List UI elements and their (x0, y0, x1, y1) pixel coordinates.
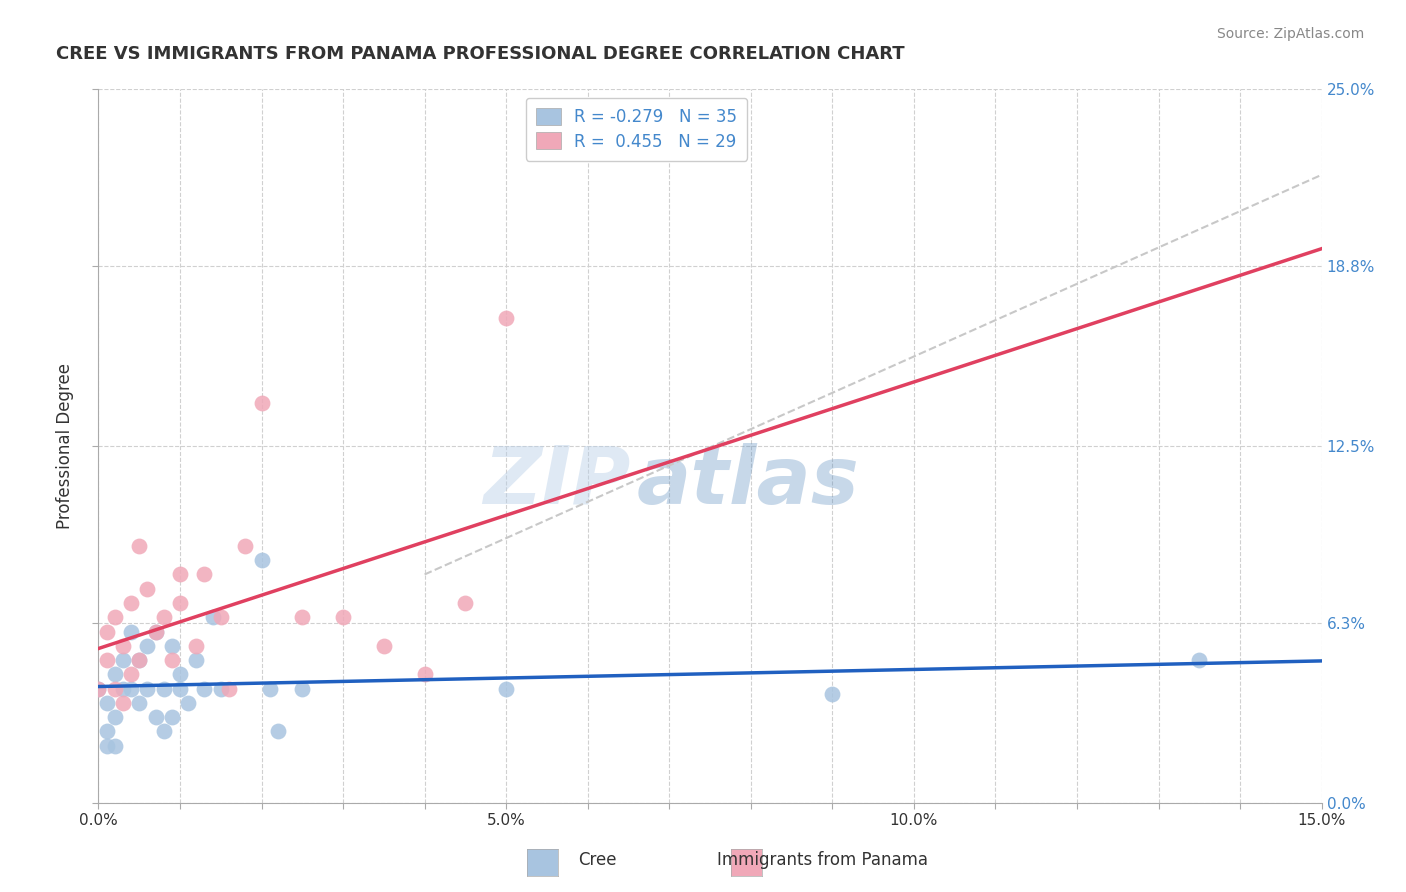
Point (96, 739, 118, 753)
Point (96, 724, 118, 739)
Point (177, 696, 200, 710)
Point (120, 667, 142, 681)
Point (111, 639, 134, 653)
Point (169, 567, 191, 582)
Point (186, 653, 208, 667)
Text: CREE VS IMMIGRANTS FROM PANAMA PROFESSIONAL DEGREE CORRELATION CHART: CREE VS IMMIGRANTS FROM PANAMA PROFESSIO… (56, 45, 905, 62)
Point (332, 610, 354, 624)
Point (145, 624, 167, 639)
Point (495, 681, 517, 696)
Text: Immigrants from Panama: Immigrants from Panama (717, 851, 928, 869)
Text: atlas: atlas (637, 442, 859, 521)
Point (111, 696, 134, 710)
Point (128, 653, 150, 667)
Point (169, 681, 191, 696)
Point (454, 596, 477, 610)
Point (104, 610, 127, 624)
Point (111, 681, 134, 696)
Point (152, 610, 174, 624)
Point (193, 681, 215, 696)
Point (193, 567, 215, 582)
Point (160, 639, 183, 653)
Point (267, 724, 290, 739)
Point (209, 610, 232, 624)
Point (259, 681, 281, 696)
Y-axis label: Professional Degree: Professional Degree (56, 363, 75, 529)
Point (120, 681, 142, 696)
Point (128, 539, 150, 553)
Point (87, 681, 110, 696)
Point (169, 596, 191, 610)
Legend: R = -0.279   N = 35, R =  0.455   N = 29: R = -0.279 N = 35, R = 0.455 N = 29 (526, 97, 748, 161)
Point (96, 653, 118, 667)
Point (87, 681, 110, 696)
Point (145, 710, 167, 724)
Point (169, 667, 191, 681)
Point (413, 667, 436, 681)
Point (136, 582, 159, 596)
Text: Cree: Cree (578, 851, 617, 869)
Point (128, 653, 150, 667)
Point (495, 310, 517, 325)
Point (152, 724, 174, 739)
Point (96, 696, 118, 710)
Point (136, 639, 159, 653)
Point (111, 653, 134, 667)
Text: Source: ZipAtlas.com: Source: ZipAtlas.com (1216, 27, 1364, 41)
Point (250, 553, 273, 567)
Point (152, 681, 174, 696)
Point (160, 653, 183, 667)
Text: ZIP: ZIP (484, 442, 630, 521)
Point (104, 681, 127, 696)
Point (821, 687, 844, 701)
Point (291, 610, 314, 624)
Point (128, 696, 150, 710)
Point (104, 739, 127, 753)
Point (145, 624, 167, 639)
Point (120, 624, 142, 639)
Point (291, 681, 314, 696)
Point (233, 539, 256, 553)
Point (373, 639, 395, 653)
Point (104, 710, 127, 724)
Point (96, 624, 118, 639)
Point (120, 596, 142, 610)
Point (186, 639, 208, 653)
Point (250, 396, 273, 410)
Point (209, 681, 232, 696)
Point (104, 667, 127, 681)
Point (218, 681, 240, 696)
Point (201, 610, 224, 624)
Point (136, 681, 159, 696)
Point (1188, 653, 1211, 667)
Point (160, 710, 183, 724)
